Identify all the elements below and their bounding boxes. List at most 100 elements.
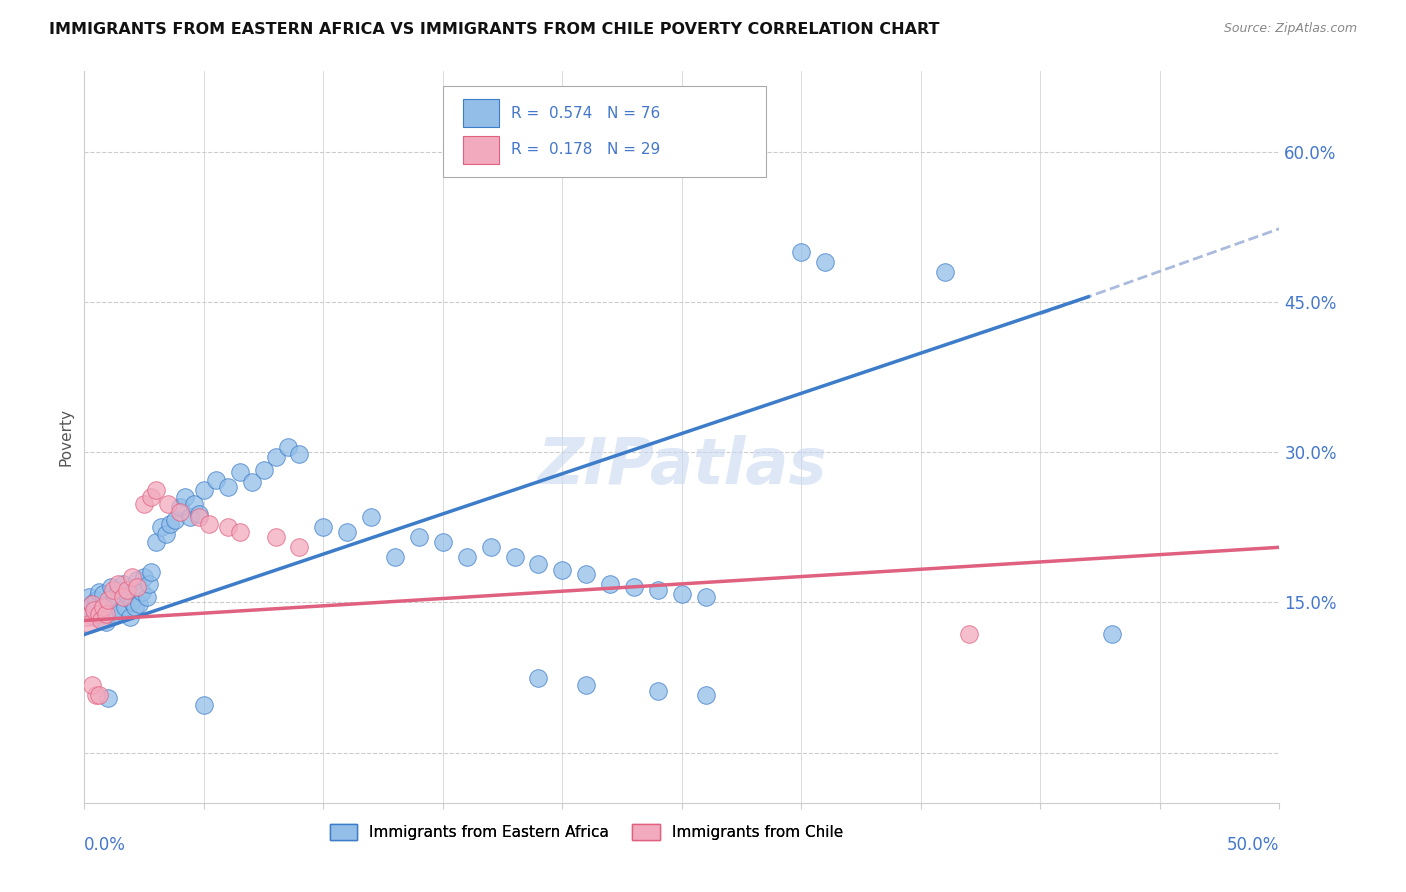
Point (83, 610, 105, 624)
Point (240, 475, 263, 490)
Point (277, 440, 299, 454)
Point (80, 598, 103, 612)
Point (432, 535, 454, 549)
Point (76, 606, 98, 620)
Point (360, 510, 382, 524)
Point (114, 600, 136, 615)
Point (253, 463, 276, 477)
Point (87, 607, 110, 622)
Point (111, 591, 134, 605)
Point (97, 690, 120, 705)
FancyBboxPatch shape (463, 136, 499, 163)
Point (575, 677, 598, 691)
Point (77, 591, 100, 605)
Text: ZIPatlas: ZIPatlas (537, 435, 827, 498)
Point (87, 585, 110, 599)
Point (128, 598, 150, 612)
Point (647, 683, 669, 698)
Point (121, 570, 143, 584)
Point (132, 570, 156, 584)
Point (135, 591, 157, 605)
Point (141, 490, 163, 504)
Y-axis label: Poverty: Poverty (58, 408, 73, 467)
Point (183, 497, 205, 511)
Point (118, 610, 141, 624)
Point (551, 563, 574, 577)
Point (100, 580, 122, 594)
Point (124, 600, 146, 615)
Point (155, 527, 177, 541)
Point (111, 577, 134, 591)
Point (695, 688, 717, 702)
Text: 50.0%: 50.0% (1227, 836, 1279, 854)
Point (229, 465, 252, 479)
Point (336, 525, 359, 540)
Point (814, 254, 837, 268)
Point (623, 580, 645, 594)
Point (76, 610, 98, 624)
Point (193, 698, 215, 712)
Point (188, 507, 211, 521)
Point (157, 497, 180, 511)
Point (97, 599, 120, 613)
Point (80, 598, 103, 612)
Point (93, 587, 115, 601)
FancyBboxPatch shape (443, 86, 766, 178)
Point (149, 520, 172, 534)
Point (94, 607, 117, 622)
Point (503, 550, 526, 565)
Point (121, 595, 143, 609)
Point (145, 483, 167, 498)
Point (104, 591, 127, 605)
Text: IMMIGRANTS FROM EASTERN AFRICA VS IMMIGRANTS FROM CHILE POVERTY CORRELATION CHAR: IMMIGRANTS FROM EASTERN AFRICA VS IMMIGR… (49, 22, 939, 37)
Point (197, 517, 219, 532)
Point (575, 567, 598, 582)
Point (599, 577, 621, 591)
Point (101, 607, 124, 622)
Point (107, 577, 129, 591)
Point (957, 627, 980, 641)
Point (173, 490, 195, 504)
Text: 0.0%: 0.0% (84, 836, 127, 854)
Point (94, 615, 117, 630)
Point (288, 447, 311, 461)
Point (132, 497, 156, 511)
Point (695, 591, 717, 605)
Point (169, 500, 191, 515)
Point (138, 577, 160, 591)
Point (125, 574, 148, 588)
Point (87, 688, 110, 702)
Point (647, 583, 669, 598)
Point (93, 600, 115, 615)
Point (145, 535, 167, 549)
Point (264, 450, 287, 464)
Point (217, 520, 239, 534)
Point (90, 602, 112, 616)
Point (671, 587, 693, 601)
Point (117, 583, 139, 598)
Point (527, 558, 550, 572)
Point (131, 585, 153, 599)
Point (86, 593, 108, 607)
Point (97, 593, 120, 607)
Point (188, 510, 211, 524)
Point (83, 603, 105, 617)
Point (217, 480, 239, 494)
Point (1101, 627, 1123, 641)
Point (101, 583, 124, 598)
Point (790, 244, 813, 259)
Point (141, 566, 163, 580)
FancyBboxPatch shape (463, 99, 499, 127)
Point (527, 671, 550, 685)
Point (159, 517, 181, 532)
Point (264, 530, 287, 544)
Point (193, 483, 215, 498)
Point (80, 677, 103, 691)
Point (179, 510, 201, 524)
Point (408, 530, 430, 544)
Point (479, 541, 502, 555)
Point (107, 583, 129, 598)
Point (312, 520, 335, 534)
Point (117, 587, 139, 601)
Point (456, 550, 478, 565)
